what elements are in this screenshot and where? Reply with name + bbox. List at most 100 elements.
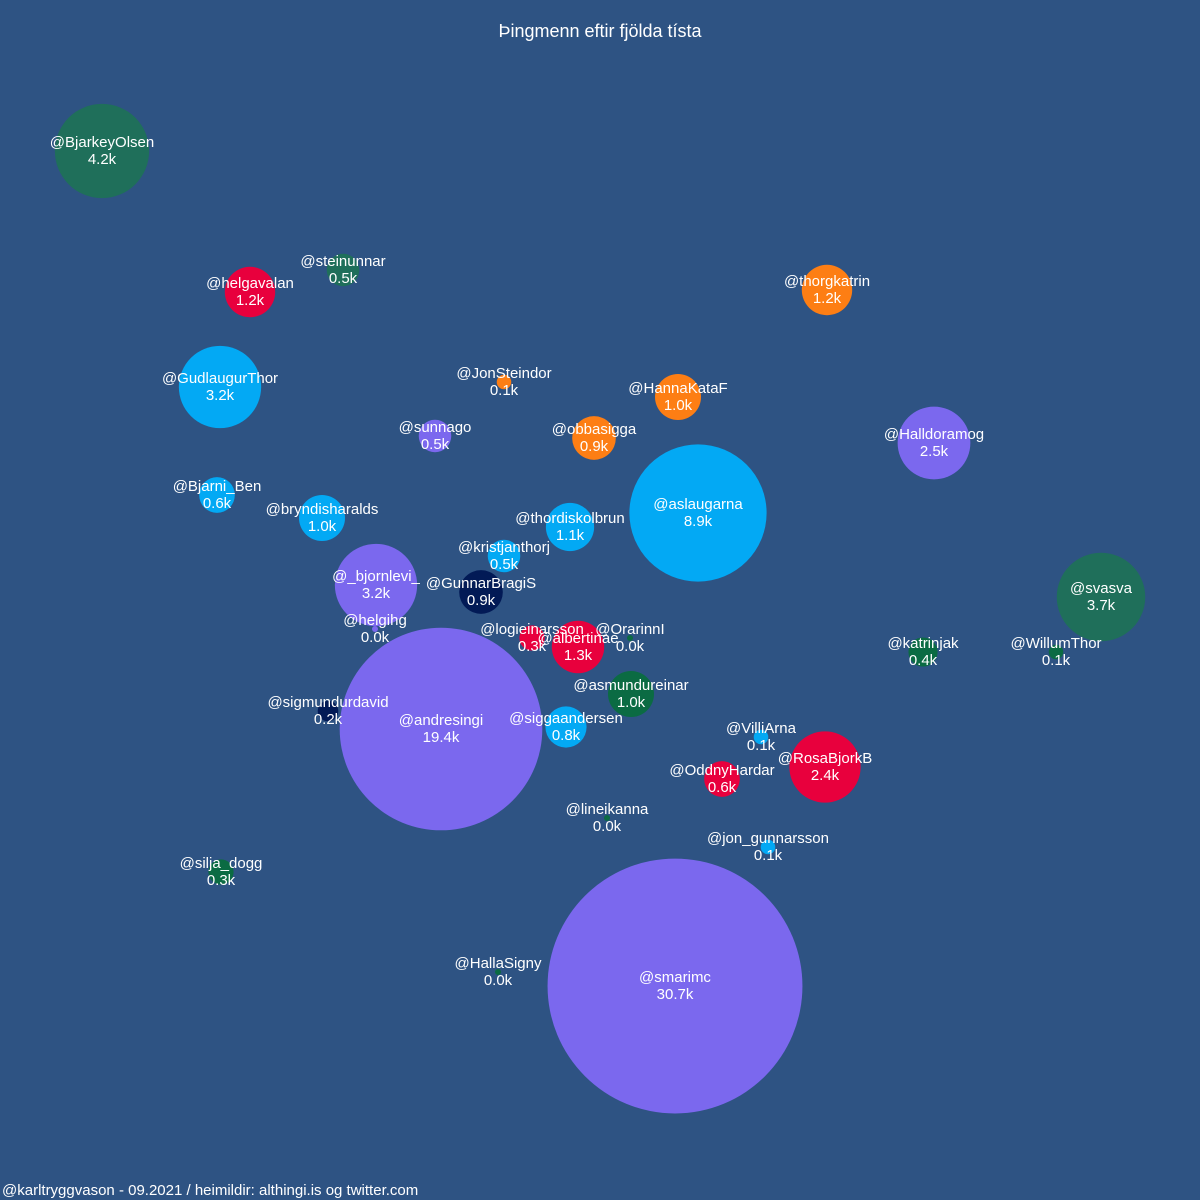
bubble-handle-label: @Halldoramog	[884, 426, 984, 443]
bubble-gudlaugurthor	[178, 345, 262, 429]
bubble-handle-label: @bryndisharalds	[266, 501, 379, 518]
bubble-value-label: 0.6k	[708, 779, 737, 796]
bubble-logieinarsson	[519, 625, 545, 651]
bubble-handle-label: @svasva	[1070, 580, 1133, 597]
bubble-helgavalan	[224, 266, 276, 318]
bubble-handle-label: @asmundureinar	[573, 677, 688, 694]
chart-title: Þingmenn eftir fjölda tísta	[498, 21, 702, 41]
footer-credit: @karltryggvason - 09.2021 / heimildir: a…	[2, 1182, 419, 1199]
bubble-handle-label: @RosaBjorkB	[778, 750, 872, 767]
bubble-handle-label: @smarimc	[639, 969, 711, 986]
bubble-bryndisharalds	[299, 495, 345, 541]
bubble-thorgkatrin	[801, 264, 853, 316]
bubble-handle-label: @VilliArna	[726, 720, 797, 737]
bubble-jon-gunnarsson	[760, 839, 776, 855]
bubble-bjarkeyolsen	[54, 103, 150, 199]
bubble-gunnarbragis	[459, 570, 503, 614]
bubble-value-label: 1.2k	[813, 290, 842, 307]
bubble-willumthor	[1048, 644, 1064, 660]
bubble-handle-label: @albertinae	[537, 630, 618, 647]
bubble-handle-label: @thordiskolbrun	[515, 510, 624, 527]
bubble-handle-label: @lineikanna	[566, 801, 649, 818]
bubble-value-label: 0.0k	[616, 638, 645, 655]
bubble-value-label: 30.7k	[657, 986, 694, 1003]
bubble-value-label: 3.2k	[206, 387, 235, 404]
bubble-handle-label: @steinunnar	[300, 253, 385, 270]
bubble-helgihg	[372, 626, 378, 632]
bubble-value-label: 0.9k	[580, 438, 609, 455]
bubble-thordiskolbrun	[545, 502, 595, 552]
bubble-hannakataf	[655, 374, 701, 420]
bubble-handle-label: @Bjarni_Ben	[173, 478, 262, 495]
bubble-handle-label: @sunnago	[399, 419, 472, 436]
bubble-value-label: 3.2k	[362, 585, 391, 602]
bubble-andresingi	[339, 627, 543, 831]
bubble-handle-label: @jon_gunnarsson	[707, 830, 829, 847]
bubble-steinunnar	[326, 253, 360, 287]
bubble-handle-label: @helgavalan	[206, 275, 294, 292]
bubble-handle-label: @OddnyHardar	[669, 762, 774, 779]
bubble-value-label: 2.5k	[920, 443, 949, 460]
bubble-handle-label: @silja_dogg	[180, 855, 263, 872]
bubble-value-label: 0.0k	[361, 629, 390, 646]
bubble-value-label: 0.2k	[314, 711, 343, 728]
bubble-handle-label: @JonSteindor	[456, 365, 551, 382]
bubble-handle-label: @BjarkeyOlsen	[50, 134, 154, 151]
bubble-handle-label: @GunnarBragiS	[426, 575, 536, 592]
bubble-oddnyhardar	[704, 761, 740, 797]
bubble-handle-label: @HallaSigny	[455, 955, 542, 972]
bubble-value-label: 0.5k	[421, 436, 450, 453]
bubble-orarinni	[627, 635, 633, 641]
bubble-value-label: 1.0k	[664, 397, 693, 414]
bubble-value-label: 0.8k	[552, 727, 581, 744]
bubble-rosabjorkb	[789, 731, 861, 803]
bubble-handle-label: @siggaandersen	[509, 710, 623, 727]
bubble-value-label: 19.4k	[423, 729, 460, 746]
bubble-value-label: 0.6k	[203, 495, 232, 512]
bubble-value-label: 0.4k	[909, 652, 938, 669]
bubble-albertinae	[551, 620, 605, 674]
bubble-value-label: 0.0k	[484, 972, 513, 989]
bubble-halldoramog	[897, 406, 971, 480]
bubble-value-label: 0.3k	[518, 638, 547, 655]
bubble-value-label: 0.0k	[593, 818, 622, 835]
bubble-value-label: 0.1k	[1042, 652, 1071, 669]
bubble-handle-label: @GudlaugurThor	[162, 370, 278, 387]
bubble-handle-label: @aslaugarna	[653, 496, 743, 513]
bubble-value-label: 0.1k	[490, 382, 519, 399]
bubble-value-label: 1.0k	[308, 518, 337, 535]
bubble-value-label: 0.1k	[754, 847, 783, 864]
bubble-hallasigny	[495, 969, 501, 975]
bubble-value-label: 3.7k	[1087, 597, 1116, 614]
bubble-value-label: 1.3k	[564, 647, 593, 664]
bubble-jonsteindor	[496, 374, 512, 390]
bubble--bjornlevi-	[334, 543, 418, 627]
bubble-katrinjak	[908, 637, 938, 667]
bubble-value-label: 2.4k	[811, 767, 840, 784]
bubble-handle-label: @sigmundurdavid	[267, 694, 388, 711]
bubble-value-label: 0.5k	[490, 556, 519, 573]
bubble-handle-label: @WillumThor	[1010, 635, 1101, 652]
bubble-silja-dogg	[208, 859, 234, 885]
bubble-obbasigga	[572, 416, 616, 460]
bubble-handle-label: @thorgkatrin	[784, 273, 870, 290]
bubble-siggaandersen	[545, 706, 587, 748]
bubble-asmundureinar	[608, 671, 654, 717]
bubble-value-label: 0.1k	[747, 737, 776, 754]
bubble-bjarni-ben	[199, 477, 235, 513]
bubble-lineikanna	[604, 815, 610, 821]
bubble-value-label: 0.9k	[467, 592, 496, 609]
bubble-villiarna	[753, 729, 769, 745]
bubble-handle-label: @HannaKataF	[628, 380, 727, 397]
bubble-value-label: 4.2k	[88, 151, 117, 168]
bubble-sigmundurdavid	[317, 700, 339, 722]
bubble-value-label: 1.1k	[556, 527, 585, 544]
bubble-aslaugarna	[629, 444, 767, 582]
bubble-value-label: 8.9k	[684, 513, 713, 530]
bubble-value-label: 1.2k	[236, 292, 265, 309]
bubble-value-label: 0.5k	[329, 270, 358, 287]
bubble-handle-label: @katrinjak	[887, 635, 959, 652]
bubble-smarimc	[547, 858, 803, 1114]
